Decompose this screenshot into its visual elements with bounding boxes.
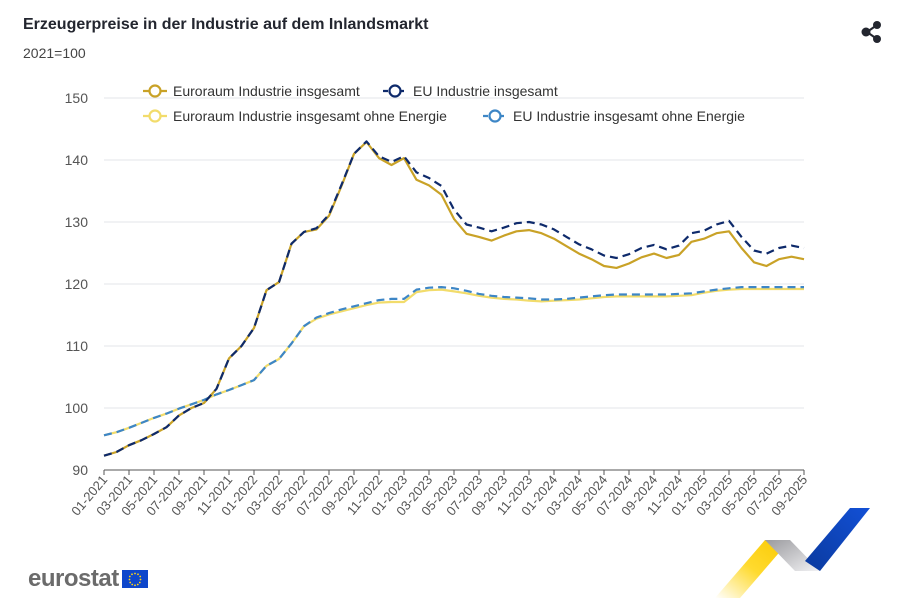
- legend-item-1[interactable]: EU Industrie insgesamt: [383, 83, 558, 99]
- logo-text: eurostat: [28, 565, 119, 592]
- legend-label: Euroraum Industrie insgesamt ohne Energi…: [173, 108, 447, 124]
- decorative-ribbon: [710, 498, 880, 608]
- series-lines: [103, 140, 805, 457]
- x-axis: 01-202103-202105-202107-202109-202111-20…: [68, 469, 810, 518]
- legend-item-3[interactable]: EU Industrie insgesamt ohne Energie: [483, 108, 745, 124]
- series-line-1: [103, 140, 805, 457]
- legend-marker-icon: [148, 109, 162, 123]
- y-tick-label: 120: [65, 276, 89, 292]
- y-tick-label: 140: [65, 152, 89, 168]
- legend: Euroraum Industrie insgesamt EU Industrie…: [143, 83, 745, 124]
- y-tick-label: 130: [65, 214, 89, 230]
- share-icon[interactable]: [858, 18, 886, 46]
- chart-title: Erzeugerpreise in der Industrie auf dem …: [23, 16, 429, 33]
- y-tick-label: 150: [65, 90, 89, 106]
- legend-marker-icon: [148, 84, 162, 98]
- y-tick-label: 100: [65, 400, 89, 416]
- legend-marker-icon: [488, 109, 502, 123]
- y-tick-label: 110: [66, 338, 89, 354]
- legend-label: EU Industrie insgesamt ohne Energie: [513, 108, 745, 124]
- eurostat-logo: eurostat: [28, 565, 148, 593]
- line-chart: 90 100 110 120 130 140 150 01-202103-202105-20…: [65, 83, 811, 518]
- series-line-0: [103, 140, 805, 457]
- eu-flag-icon: [121, 570, 148, 588]
- y-axis: 90 100 110 120 130 140 150: [65, 90, 89, 478]
- series-line-3: [103, 286, 804, 437]
- legend-item-0[interactable]: Euroraum Industrie insgesamt: [143, 83, 360, 99]
- series-line-2: [103, 287, 804, 437]
- chart-subtitle: 2021=100: [23, 45, 86, 61]
- legend-marker-icon: [388, 84, 402, 98]
- grid-lines: [104, 97, 804, 409]
- legend-item-2[interactable]: Euroraum Industrie insgesamt ohne Energi…: [143, 108, 447, 124]
- legend-label: Euroraum Industrie insgesamt: [173, 83, 360, 99]
- y-tick-label: 90: [72, 462, 88, 478]
- legend-label: EU Industrie insgesamt: [413, 83, 558, 99]
